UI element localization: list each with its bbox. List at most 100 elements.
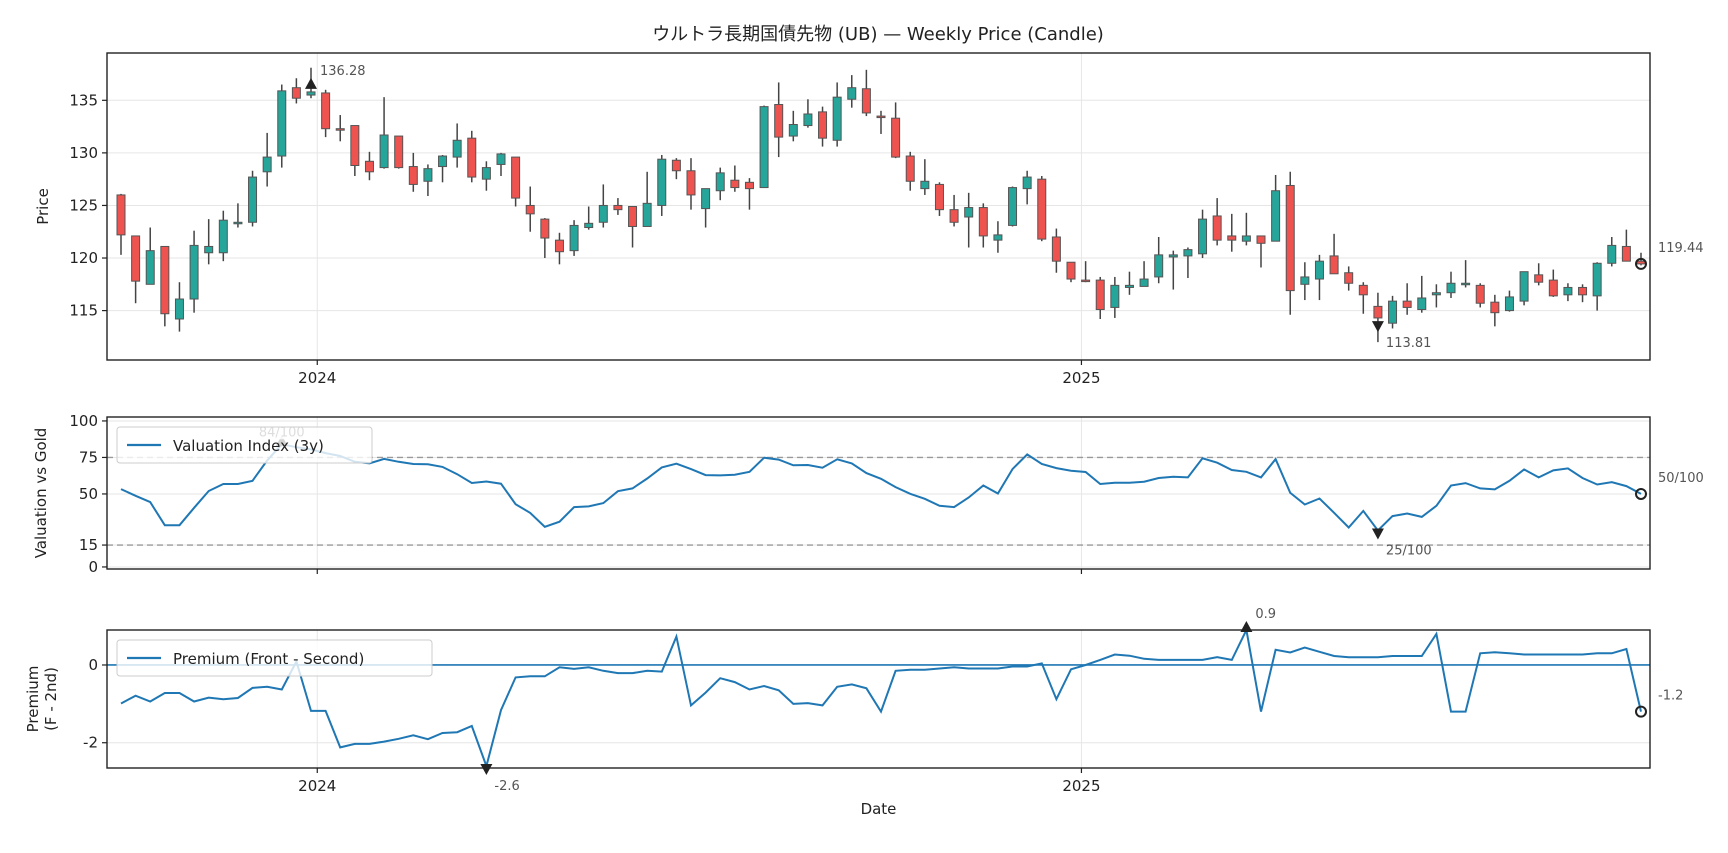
candle xyxy=(1535,263,1543,285)
y-tick-label: 15 xyxy=(79,536,98,554)
candle-body xyxy=(1549,280,1557,296)
candle xyxy=(862,70,870,116)
y-axis-label: Premium xyxy=(24,666,42,733)
candle xyxy=(775,82,783,157)
candle-body xyxy=(219,220,227,253)
candle xyxy=(1067,262,1075,282)
legend-label: Premium (Front - Second) xyxy=(173,650,364,668)
candle xyxy=(1009,187,1017,227)
candle-body xyxy=(1301,277,1309,284)
candle-body xyxy=(1038,179,1046,239)
candle xyxy=(234,203,242,227)
candle-body xyxy=(789,124,797,136)
candle-body xyxy=(365,161,373,172)
candle xyxy=(132,236,140,303)
candle-body xyxy=(760,107,768,188)
candle xyxy=(833,82,841,146)
candle-body xyxy=(1593,263,1601,296)
max-marker-triangle-up-icon xyxy=(305,78,317,89)
candle-body xyxy=(1403,301,1411,307)
candle-body xyxy=(132,236,140,281)
candle xyxy=(921,159,929,195)
candle xyxy=(1462,260,1470,287)
candle xyxy=(935,182,943,216)
candle xyxy=(599,184,607,227)
candle-body xyxy=(482,168,490,180)
candle-body xyxy=(775,105,783,138)
candle xyxy=(468,131,476,183)
candle-body xyxy=(439,156,447,167)
x-axis-label: Date xyxy=(861,800,897,818)
candle xyxy=(1389,296,1397,329)
y-axis-label: Price xyxy=(34,188,52,225)
candle xyxy=(424,164,432,196)
candle-body xyxy=(1023,177,1031,189)
candle-body xyxy=(950,210,958,223)
candle xyxy=(482,161,490,190)
legend-label: Valuation Index (3y) xyxy=(173,437,324,455)
candle-body xyxy=(672,160,680,171)
candle-body xyxy=(892,118,900,157)
candle xyxy=(453,123,461,167)
candle-body xyxy=(1491,302,1499,313)
candle xyxy=(585,207,593,230)
candle-body xyxy=(1622,246,1630,261)
candle xyxy=(1549,270,1557,297)
candle-body xyxy=(351,126,359,166)
candle xyxy=(1622,230,1630,262)
annotation-label: 50/100 xyxy=(1658,471,1704,486)
candle-body xyxy=(1242,236,1250,241)
min-marker-triangle-down-icon xyxy=(1372,528,1384,539)
candle xyxy=(1593,262,1601,310)
annotation-label: 119.44 xyxy=(1658,241,1704,256)
candle-body xyxy=(1579,287,1587,294)
candle-body xyxy=(1067,262,1075,279)
y-tick-label: 125 xyxy=(69,196,98,214)
candle-body xyxy=(599,205,607,222)
candle xyxy=(906,152,914,191)
candle xyxy=(1608,237,1616,266)
candle-body xyxy=(234,222,242,224)
candle-body xyxy=(1082,280,1090,282)
y-tick-label: 120 xyxy=(69,249,98,267)
candle xyxy=(322,90,330,137)
candle-body xyxy=(1374,306,1382,318)
candle-body xyxy=(731,180,739,187)
annotation-label: -1.2 xyxy=(1658,689,1683,704)
candle-body xyxy=(1009,188,1017,226)
candle-body xyxy=(409,167,417,185)
candle xyxy=(1403,283,1411,315)
candle-body xyxy=(1140,279,1148,286)
candle xyxy=(1579,284,1587,302)
candle xyxy=(1286,172,1294,315)
candle-body xyxy=(1169,255,1177,257)
candle-body xyxy=(804,114,812,126)
candle-body xyxy=(585,223,593,227)
candle xyxy=(1199,210,1207,258)
candle xyxy=(526,187,534,232)
candle xyxy=(804,99,812,127)
candle-body xyxy=(1432,293,1440,295)
candle xyxy=(979,203,987,247)
candle-body xyxy=(175,299,183,319)
candle-body xyxy=(1520,272,1528,301)
candle-body xyxy=(614,205,622,209)
candle-body xyxy=(161,246,169,313)
candle xyxy=(380,97,388,168)
candle xyxy=(614,198,622,215)
candle-body xyxy=(424,169,432,182)
annotation-label: -2.6 xyxy=(494,779,519,794)
candle xyxy=(1359,282,1367,314)
candle-body xyxy=(380,135,388,168)
candle-body xyxy=(278,91,286,156)
candle-body xyxy=(570,225,578,250)
y-tick-label: 0 xyxy=(88,558,98,576)
y-tick-label: -2 xyxy=(83,734,98,752)
candle-body xyxy=(555,240,563,252)
candle xyxy=(965,193,973,248)
candle xyxy=(1491,295,1499,327)
candle xyxy=(1272,175,1280,241)
y-tick-label: 100 xyxy=(69,412,98,430)
